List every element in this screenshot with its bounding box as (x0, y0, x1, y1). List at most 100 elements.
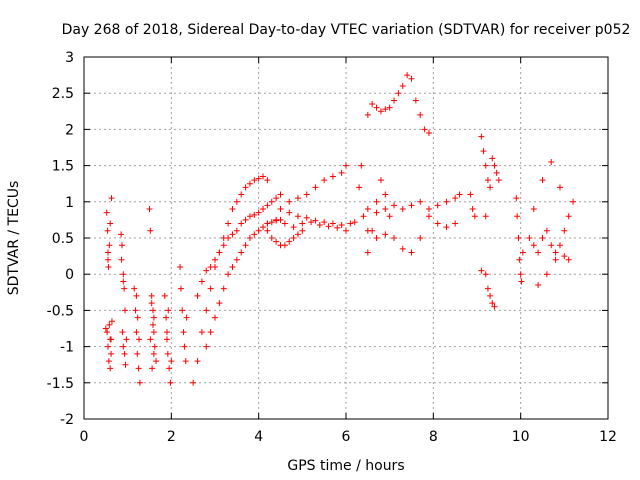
data-point (478, 133, 485, 140)
y-axis-title: SDTVAR / TECUs (6, 181, 22, 296)
data-point (150, 314, 157, 321)
series-cluster-0.5h (102, 195, 115, 372)
data-point (246, 235, 253, 241)
data-point (264, 227, 271, 234)
data-point (104, 329, 111, 336)
data-point (255, 175, 262, 182)
data-point (119, 329, 126, 336)
data-point (329, 173, 336, 180)
data-point (246, 213, 253, 220)
data-point (165, 307, 172, 314)
data-point (408, 202, 415, 209)
data-point (105, 343, 112, 350)
data-point (225, 220, 232, 227)
data-point (123, 336, 130, 343)
data-point (163, 314, 170, 321)
data-point (329, 220, 336, 227)
data-point (364, 206, 371, 213)
data-point (220, 242, 227, 249)
data-point (105, 358, 112, 365)
data-point (373, 198, 380, 205)
series-cluster-9.2h (478, 133, 502, 310)
data-point (198, 278, 205, 285)
data-point (382, 231, 389, 238)
data-point (273, 238, 280, 245)
data-point (121, 285, 128, 292)
data-point (478, 267, 485, 274)
data-point (105, 256, 112, 263)
data-point (480, 148, 487, 155)
data-point (132, 307, 139, 314)
data-point (391, 202, 398, 209)
chart-title: Day 268 of 2018, Sidereal Day-to-day VTE… (62, 22, 631, 38)
data-point (404, 72, 411, 79)
y-tick-label: -1 (60, 340, 74, 356)
data-point (194, 358, 201, 365)
y-tick-label: 2.5 (52, 86, 74, 102)
data-point (122, 361, 129, 368)
data-point (391, 235, 398, 241)
data-point (482, 271, 489, 278)
data-point (251, 231, 258, 238)
x-tick-label: 2 (167, 429, 176, 445)
data-point (153, 358, 160, 365)
data-point (207, 285, 214, 292)
data-point (118, 256, 125, 263)
data-point (312, 217, 319, 224)
series-dip-6.5h-8.6h (364, 213, 459, 256)
data-point (220, 285, 227, 292)
data-point (286, 209, 293, 216)
data-point (106, 242, 113, 249)
data-point (135, 365, 142, 372)
data-point (364, 249, 371, 256)
data-point (216, 249, 223, 256)
data-point (493, 169, 500, 176)
data-point (264, 202, 271, 209)
data-point (386, 104, 393, 111)
y-tick-label: 0 (65, 267, 74, 283)
data-point (517, 271, 524, 278)
x-tick-label: 6 (342, 429, 351, 445)
data-point (299, 227, 306, 234)
data-point (268, 198, 275, 205)
series-cluster-8.9h (467, 191, 478, 220)
data-point (356, 184, 363, 191)
data-point (513, 195, 520, 202)
data-point (121, 350, 128, 357)
data-point (434, 202, 441, 209)
data-point (452, 195, 459, 202)
data-point (255, 209, 262, 216)
data-point (294, 213, 301, 220)
data-point (539, 235, 546, 241)
data-point (489, 155, 496, 162)
axis-ticks (83, 56, 609, 420)
data-point (133, 292, 140, 299)
y-tick-label: 3 (65, 50, 74, 66)
data-point (108, 350, 115, 357)
data-point (286, 198, 293, 205)
data-point (105, 263, 112, 270)
data-point (120, 271, 127, 278)
data-point (183, 314, 190, 321)
data-point (294, 195, 301, 202)
data-point (146, 206, 153, 213)
series-rise3-2.8h-4.5h (203, 216, 284, 350)
data-point (120, 343, 127, 350)
data-point (535, 282, 542, 289)
data-point (268, 219, 275, 226)
data-point (182, 358, 189, 365)
series-low-4.2h-5h (264, 227, 306, 249)
data-point (179, 307, 186, 314)
data-point (148, 300, 155, 307)
data-point (351, 219, 358, 226)
data-point (399, 206, 406, 213)
data-point (107, 220, 114, 227)
data-point (412, 97, 419, 104)
data-point (181, 343, 188, 350)
series-cluster-10.2h-11.2h (526, 158, 577, 289)
data-point (399, 82, 406, 89)
data-point (216, 300, 223, 307)
data-point (212, 314, 218, 321)
data-point (290, 224, 297, 231)
series-cluster-9.9h (513, 195, 526, 285)
